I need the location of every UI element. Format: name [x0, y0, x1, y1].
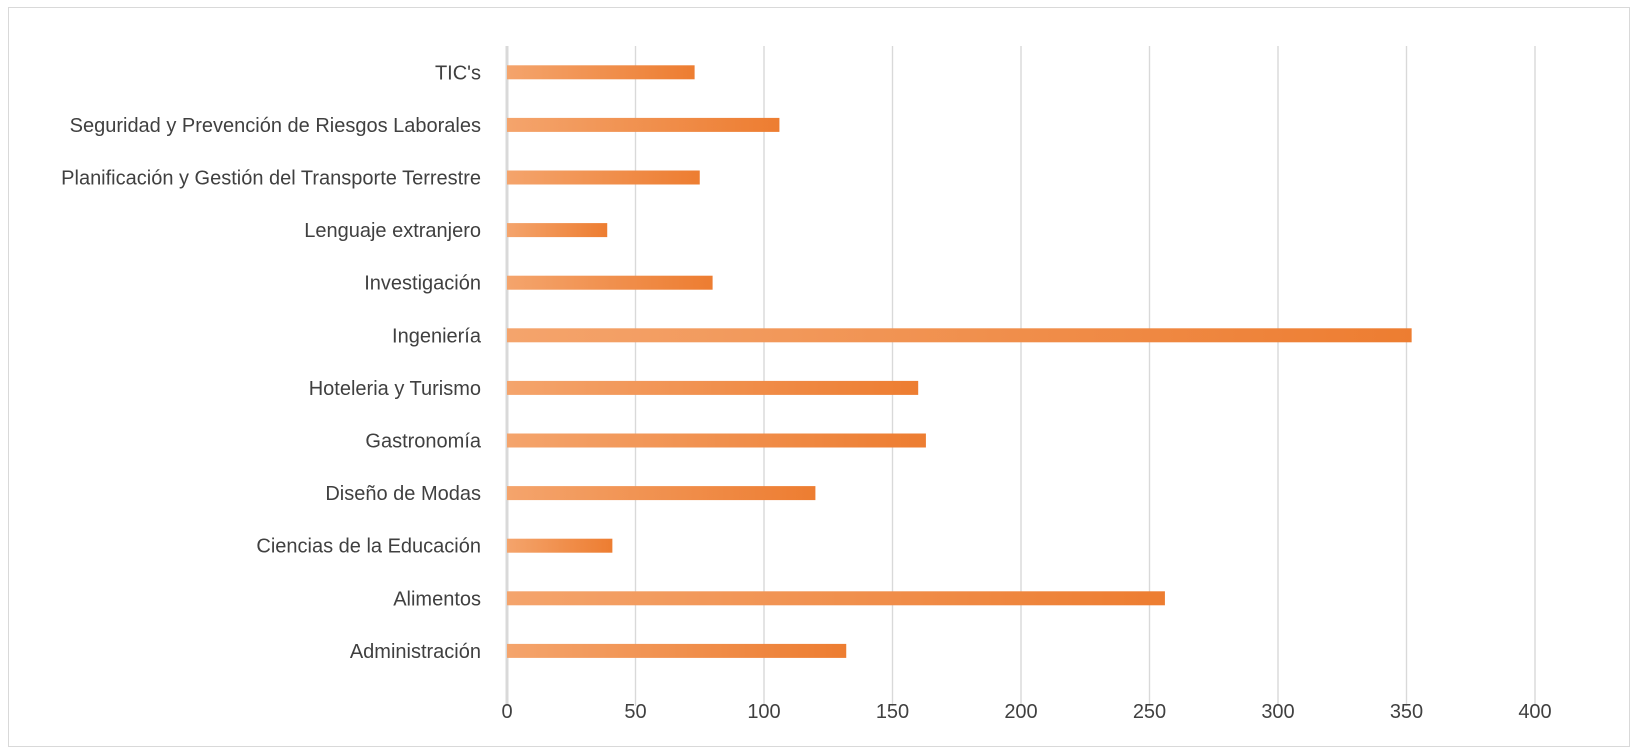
bar-chart: Administración Alimentos Ciencias de la Ed… [61, 46, 1552, 723]
category-label: Planificación y Gestión del Transporte T… [61, 168, 481, 190]
x-tick-label: 150 [876, 701, 909, 723]
category-label: Diseño de Modas [325, 483, 481, 505]
category-label: Alimentos [393, 588, 481, 610]
bar [507, 486, 816, 501]
category-label: Ciencias de la Educación [256, 536, 481, 558]
bars [507, 65, 1412, 658]
bar [507, 433, 926, 448]
bar [507, 328, 1412, 343]
bar [507, 643, 847, 658]
category-labels: Administración Alimentos Ciencias de la Ed… [61, 62, 482, 663]
x-tick-label: 400 [1518, 701, 1551, 723]
x-tick-label: 300 [1261, 701, 1294, 723]
category-label: Ingeniería [392, 325, 482, 347]
bar [507, 591, 1165, 606]
x-tick-label: 50 [624, 701, 646, 723]
category-label: Seguridad y Prevención de Riesgos Labora… [70, 115, 481, 137]
bar [507, 380, 919, 395]
chart-frame: Administración Alimentos Ciencias de la Ed… [8, 7, 1630, 747]
bar [507, 65, 695, 80]
x-tick-label: 350 [1390, 701, 1423, 723]
bar [507, 170, 700, 185]
bar [507, 223, 608, 238]
x-tick-label: 100 [747, 701, 780, 723]
category-label: Gastronomía [365, 431, 481, 453]
gridlines [505, 46, 1536, 706]
category-label: Lenguaje extranjero [304, 220, 481, 242]
category-label: Administración [350, 641, 481, 663]
bar [507, 538, 613, 553]
x-tick-label: 0 [501, 701, 512, 723]
category-label: Investigación [364, 273, 481, 295]
category-label: Hoteleria y Turismo [309, 378, 481, 400]
x-tick-label: 250 [1133, 701, 1166, 723]
bar [507, 275, 713, 290]
category-label: TIC's [435, 62, 481, 84]
x-tick-label: 200 [1004, 701, 1037, 723]
x-tick-labels: 0 50 100 150 200 250 300 350 400 [501, 701, 1551, 723]
bar [507, 117, 780, 132]
